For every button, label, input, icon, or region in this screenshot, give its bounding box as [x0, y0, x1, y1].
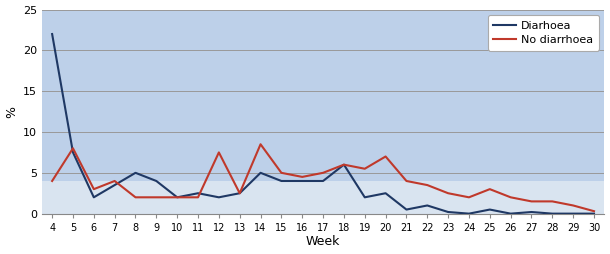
- No diarrhoea: [298, 175, 306, 178]
- No diarrhoea: [361, 167, 368, 170]
- Diarhoea: [257, 171, 264, 174]
- Diarhoea: [90, 196, 98, 199]
- Diarhoea: [195, 192, 202, 195]
- No diarrhoea: [132, 196, 139, 199]
- Diarhoea: [236, 192, 243, 195]
- Legend: Diarhoea, No diarrhoea: Diarhoea, No diarrhoea: [488, 15, 599, 51]
- No diarrhoea: [570, 204, 577, 207]
- No diarrhoea: [403, 180, 410, 183]
- Diarhoea: [548, 212, 556, 215]
- No diarrhoea: [90, 188, 98, 191]
- Diarhoea: [320, 180, 327, 183]
- No diarrhoea: [195, 196, 202, 199]
- Diarhoea: [445, 211, 452, 214]
- No diarrhoea: [152, 196, 160, 199]
- No diarrhoea: [548, 200, 556, 203]
- No diarrhoea: [423, 184, 431, 187]
- No diarrhoea: [528, 200, 535, 203]
- Y-axis label: %: %: [5, 106, 18, 118]
- No diarrhoea: [486, 188, 493, 191]
- Diarhoea: [528, 211, 535, 214]
- Diarhoea: [465, 212, 473, 215]
- Diarhoea: [340, 163, 348, 166]
- Diarhoea: [382, 192, 389, 195]
- No diarrhoea: [465, 196, 473, 199]
- Diarhoea: [298, 180, 306, 183]
- Diarhoea: [423, 204, 431, 207]
- No diarrhoea: [173, 196, 181, 199]
- Diarhoea: [132, 171, 139, 174]
- Diarhoea: [48, 33, 56, 36]
- Diarhoea: [215, 196, 223, 199]
- Diarhoea: [590, 212, 598, 215]
- Diarhoea: [570, 212, 577, 215]
- X-axis label: Week: Week: [306, 235, 340, 248]
- Diarhoea: [152, 180, 160, 183]
- No diarrhoea: [382, 155, 389, 158]
- Diarhoea: [361, 196, 368, 199]
- No diarrhoea: [48, 180, 56, 183]
- No diarrhoea: [445, 192, 452, 195]
- No diarrhoea: [340, 163, 348, 166]
- Diarhoea: [486, 208, 493, 211]
- No diarrhoea: [278, 171, 285, 174]
- Line: No diarrhoea: No diarrhoea: [52, 144, 594, 211]
- No diarrhoea: [70, 147, 77, 150]
- Diarhoea: [70, 151, 77, 154]
- Bar: [41, 181, 605, 214]
- Diarhoea: [278, 180, 285, 183]
- Diarhoea: [507, 212, 514, 215]
- No diarrhoea: [111, 180, 118, 183]
- No diarrhoea: [590, 210, 598, 213]
- No diarrhoea: [257, 143, 264, 146]
- No diarrhoea: [215, 151, 223, 154]
- No diarrhoea: [236, 192, 243, 195]
- No diarrhoea: [507, 196, 514, 199]
- No diarrhoea: [320, 171, 327, 174]
- Diarhoea: [173, 196, 181, 199]
- Diarhoea: [111, 184, 118, 187]
- Line: Diarhoea: Diarhoea: [52, 34, 594, 214]
- Diarhoea: [403, 208, 410, 211]
